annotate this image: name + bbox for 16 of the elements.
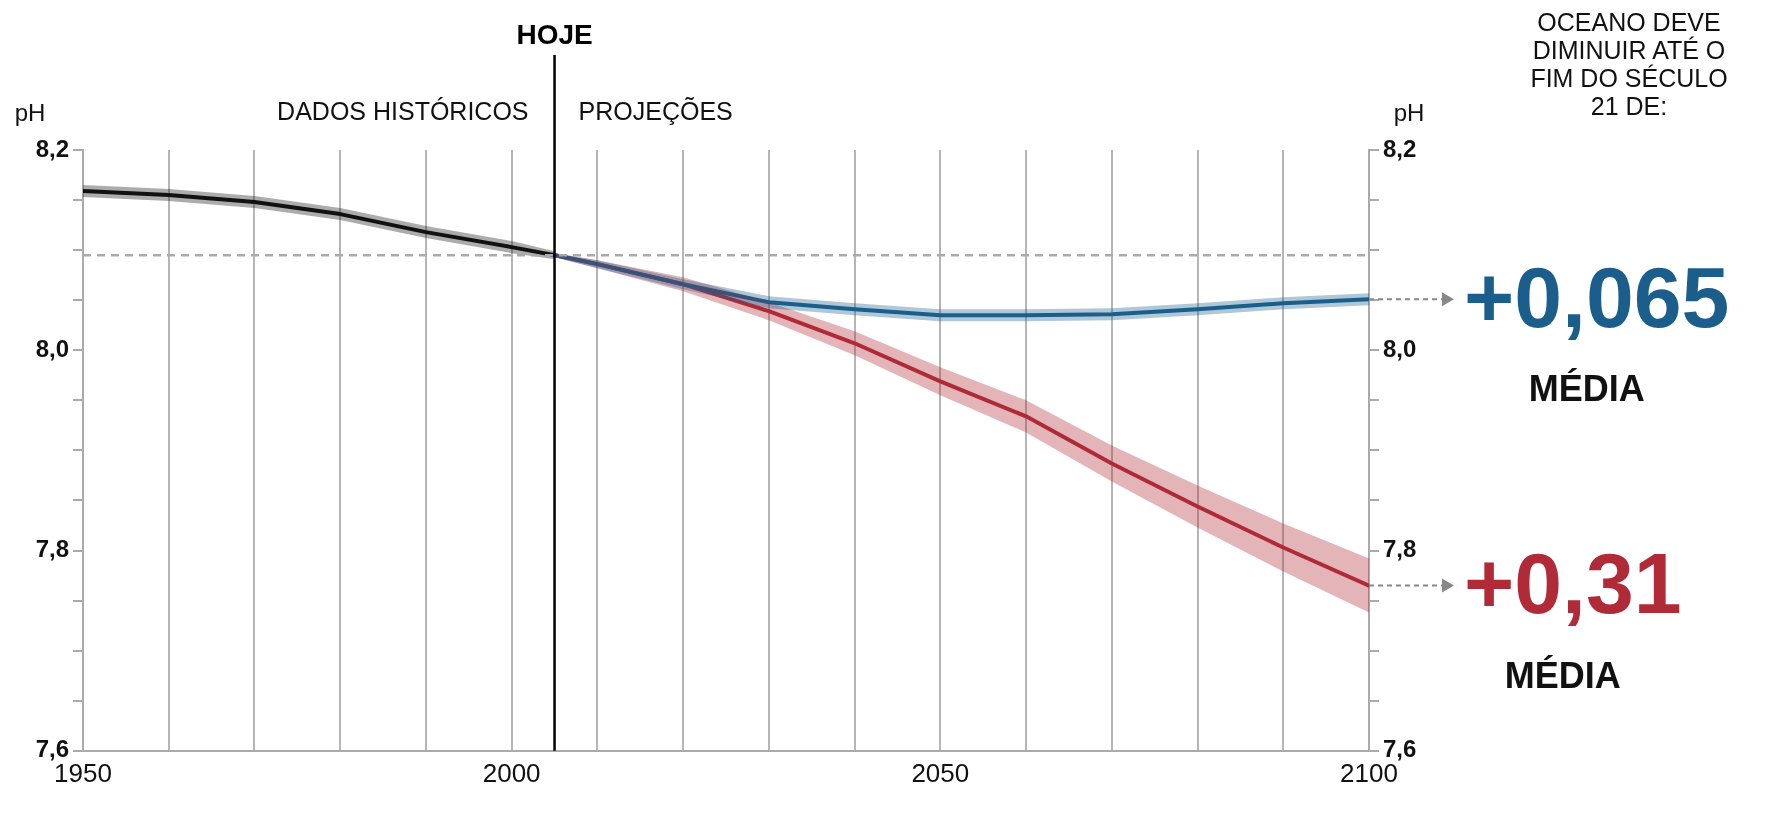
y2-axis-title: pH (1393, 98, 1425, 126)
y-tick-label: 8,0 (35, 334, 69, 362)
y2-tick-label: 7,8 (1383, 535, 1417, 563)
y-tick-label: 7,8 (35, 535, 69, 563)
text: DADOS HISTÓRICOS (277, 97, 529, 126)
text: PROJEÇÕES (578, 97, 733, 126)
annotation: +0,065 MÉDIA (1464, 248, 1730, 410)
y-axis-title: pH (14, 98, 46, 126)
x-tick-label: 2000 (482, 757, 541, 788)
ref-line-label: HOJE (516, 18, 593, 50)
text: OCEANO DEVE DIMINUIR ATÉ O FIM DO SÉCULO 21 DE: (1529, 8, 1729, 120)
x-tick-label: 2050 (911, 757, 970, 788)
y2-tick-label: 8,2 (1383, 134, 1417, 162)
y2-tick-label: 8,0 (1383, 334, 1417, 362)
annotation: +0,31 MÉDIA (1464, 535, 1682, 696)
y-tick-label: 8,2 (35, 134, 69, 162)
